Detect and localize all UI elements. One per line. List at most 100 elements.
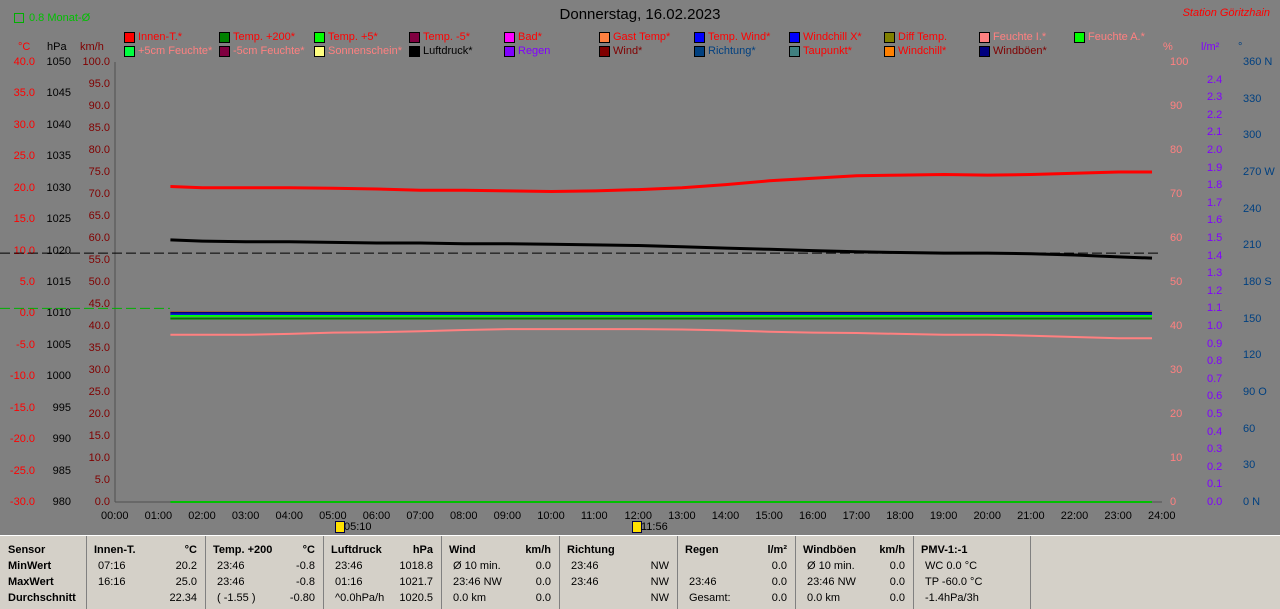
humidity-axis-tick: 90	[1170, 100, 1183, 112]
cell-value: 25.0	[175, 576, 197, 588]
speed-axis-tick: 90.0	[88, 100, 110, 112]
x-axis-tick: 11:00	[580, 510, 608, 522]
direction-axis-tick: 150	[1243, 312, 1262, 325]
panel-column-divider	[323, 536, 442, 609]
rain-axis-tick: 0.1	[1207, 478, 1223, 491]
temp-axis-tick: 0.0	[19, 307, 35, 320]
legend-label: Temp. -5*	[423, 31, 471, 43]
legend-label: Taupunkt*	[803, 45, 852, 57]
column-unit: l/m²	[767, 544, 787, 556]
direction-axis-tick: 270 W	[1243, 166, 1275, 178]
rain-axis-tick: 2.3	[1207, 91, 1223, 104]
cell-value: -0.8	[296, 560, 315, 572]
pressure-axis-tick: 980	[52, 496, 71, 508]
speed-axis-tick: 25.0	[88, 386, 110, 398]
sunset-time: 11:56	[641, 521, 668, 533]
rain-unit: l/m²	[1201, 41, 1220, 53]
speed-axis-tick: 60.0	[88, 232, 110, 244]
humidity-axis-tick: 30	[1170, 364, 1183, 376]
speed-axis-tick: 80.0	[88, 144, 110, 156]
cell-label: ( -1.55 )	[217, 592, 256, 604]
cell-value: 1021.7	[399, 576, 433, 588]
x-axis-tick: 13:00	[668, 510, 696, 522]
legend-label: Sonnenschein*	[328, 45, 403, 57]
speed-axis-tick: 70.0	[88, 188, 110, 200]
legend-label: Temp. +200*	[233, 31, 296, 43]
panel-column-divider	[0, 536, 87, 609]
row-label: Sensor	[8, 544, 46, 556]
legend-swatch	[504, 46, 515, 57]
chart-area: Donnerstag, 16.02.2023 Station Göritzhai…	[0, 6, 1275, 533]
legend-label: Innen-T.*	[138, 31, 183, 43]
humidity-axis-tick: 80	[1170, 144, 1183, 156]
row-label: MaxWert	[8, 576, 54, 588]
cell-value: 1020.5	[399, 592, 433, 604]
rain-axis-tick: 1.6	[1207, 214, 1223, 227]
temp-axis-tick: 25.0	[13, 150, 35, 163]
column-title: Windböen	[803, 544, 857, 556]
cell-value: NW	[650, 560, 669, 572]
x-axis-tick: 04:00	[275, 510, 304, 522]
temp-axis-tick: 40.0	[13, 56, 35, 68]
pressure-axis-tick: 985	[52, 464, 71, 477]
x-axis-tick: 02:00	[188, 510, 216, 522]
speed-axis-tick: 40.0	[88, 320, 110, 332]
rain-axis-tick: 0.6	[1207, 390, 1223, 403]
legend-swatch	[219, 32, 230, 43]
rain-axis-tick: 1.7	[1207, 196, 1223, 209]
monthly-average-checkbox[interactable]	[14, 13, 24, 23]
pressure-axis-tick: 1050	[46, 56, 71, 68]
x-axis-tick: 10:00	[537, 510, 565, 522]
rain-axis-tick: 0.4	[1207, 425, 1223, 438]
cell-label: 0.0 km	[453, 592, 487, 604]
legend-label: Temp. Wind*	[708, 31, 771, 43]
legend-swatch	[789, 32, 800, 43]
rain-axis-tick: 2.0	[1207, 144, 1223, 156]
legend-label: Regen	[518, 45, 551, 57]
pressure-axis-tick: 990	[52, 433, 71, 446]
legend-swatch	[124, 46, 135, 57]
direction-axis-tick: 30	[1243, 459, 1256, 472]
speed-axis-tick: 20.0	[88, 408, 110, 420]
cell-label: 23:46	[335, 560, 363, 572]
column-unit: km/h	[879, 544, 905, 556]
direction-axis-tick: 120	[1243, 349, 1262, 362]
legend-label: Feuchte A.*	[1088, 31, 1145, 43]
humidity-unit: %	[1163, 41, 1173, 53]
pressure-axis-tick: 1025	[46, 213, 71, 226]
cell-label: ^0.0hPa/h	[335, 592, 385, 604]
x-axis-tick: 23:00	[1104, 510, 1132, 522]
cell-label: 16:16	[98, 576, 126, 588]
cell-value: 0.0	[771, 560, 787, 572]
legend-swatch	[884, 32, 895, 43]
legend-swatch	[789, 46, 800, 57]
rain-axis-tick: 1.2	[1207, 284, 1223, 297]
temp-axis-tick: -20.0	[9, 433, 35, 446]
legend-label: Diff Temp.	[898, 31, 948, 43]
pressure-axis-tick: 1045	[46, 87, 71, 100]
speed-axis-tick: 10.0	[88, 452, 110, 464]
plot-svg	[0, 62, 1162, 503]
x-axis-tick: 07:00	[406, 510, 434, 522]
rain-axis-tick: 0.7	[1207, 372, 1223, 385]
column-unit: °C	[302, 544, 315, 556]
cell-value: 0.0	[535, 592, 551, 604]
temp-axis-tick: -5.0	[16, 338, 35, 351]
legend-label: Temp. +5*	[328, 31, 378, 43]
x-axis-tick: 18:00	[886, 510, 914, 522]
cell-value: 20.2	[175, 560, 197, 572]
column-title: Temp. +200	[213, 544, 273, 556]
pressure-axis-tick: 1010	[46, 307, 71, 320]
rain-axis-tick: 1.4	[1207, 249, 1223, 262]
x-axis-tick: 16:00	[799, 510, 827, 522]
cell-label: 01:16	[335, 576, 363, 588]
cell-value: 0.0	[889, 576, 905, 588]
direction-axis-tick: 300	[1243, 129, 1262, 142]
rain-axis-tick: 1.5	[1207, 232, 1223, 244]
legend-label: Windböen*	[993, 45, 1047, 57]
temp-unit: °C	[18, 41, 31, 53]
cell-value: 1018.8	[399, 560, 433, 572]
temp-axis-tick: 35.0	[13, 87, 35, 100]
legend-label: Windchill*	[898, 45, 947, 57]
cell-value: 22.34	[169, 592, 197, 604]
